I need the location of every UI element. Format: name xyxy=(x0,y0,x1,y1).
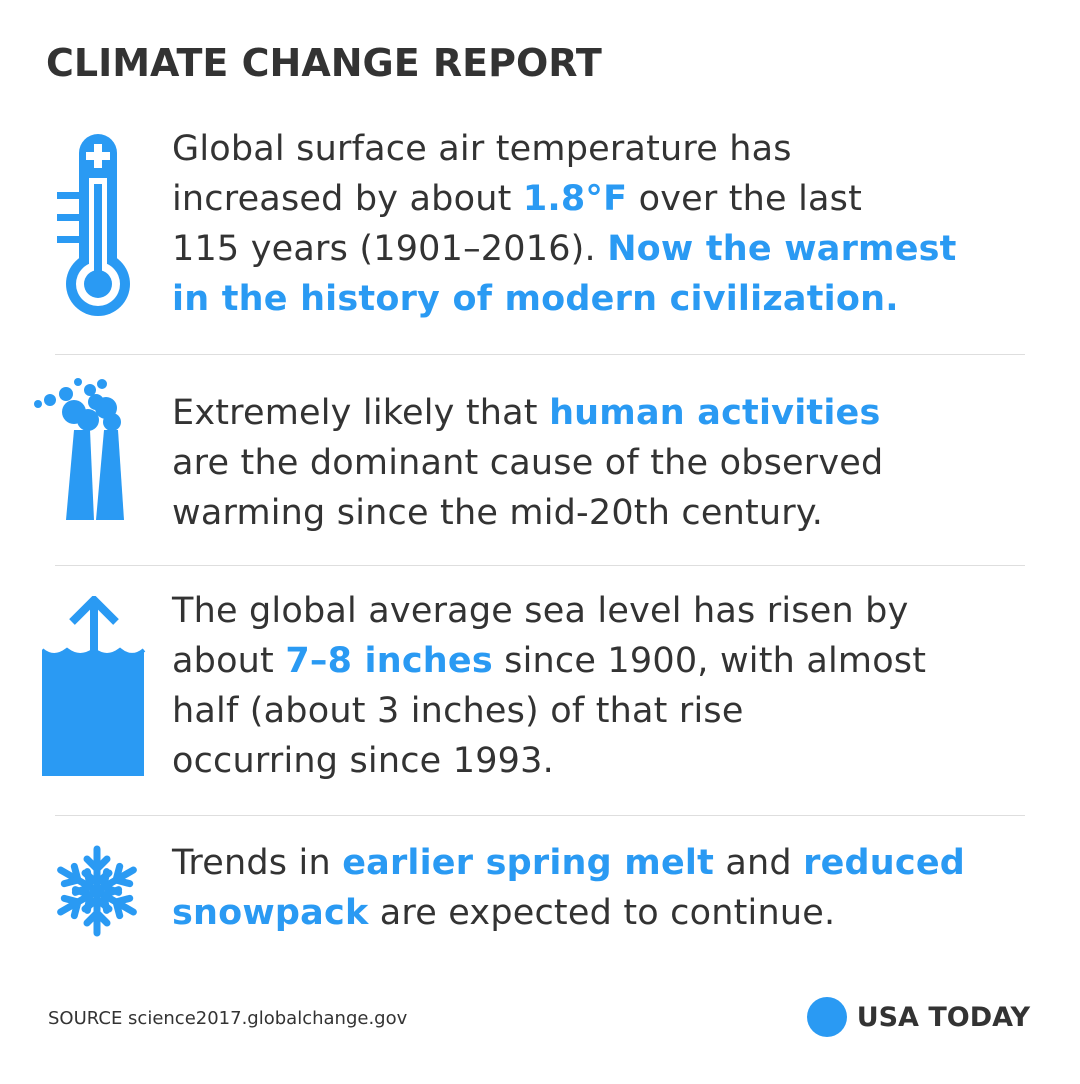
body-text: Extremely likely that xyxy=(172,393,550,433)
finding-text: The global average sea level has risen b… xyxy=(172,586,1052,786)
text-line: about 7–8 inches since 1900, with almost xyxy=(172,636,1052,686)
highlight-text: in the history of modern civilization. xyxy=(172,279,899,319)
snowflake-icon xyxy=(57,845,137,937)
text-line: in the history of modern civilization. xyxy=(172,274,1052,324)
text-line: occurring since 1993. xyxy=(172,736,1052,786)
text-line: Extremely likely that human activities xyxy=(172,388,1052,438)
body-text: Global surface air temperature has xyxy=(172,129,792,169)
divider xyxy=(55,815,1025,816)
source-credit: SOURCE science2017.globalchange.gov xyxy=(48,1008,408,1029)
text-line: The global average sea level has risen b… xyxy=(172,586,1052,636)
text-line: Global surface air temperature has xyxy=(172,124,1052,174)
brand-name: USA TODAY xyxy=(856,1001,1030,1033)
finding-text: Global surface air temperature has increa… xyxy=(172,124,1052,324)
text-line: snowpack are expected to continue. xyxy=(172,888,1052,938)
text-line: warming since the mid-20th century. xyxy=(172,488,1052,538)
highlight-text: reduced xyxy=(803,843,966,883)
smokestack-icon xyxy=(34,378,124,520)
body-text: about xyxy=(172,641,286,681)
sea-level-rise-icon xyxy=(42,596,146,776)
highlight-text: Now the warmest xyxy=(607,229,957,269)
brand-logo: USA TODAY xyxy=(806,996,1030,1038)
body-text: Trends in xyxy=(172,843,343,883)
body-text: The global average sea level has risen b… xyxy=(172,591,909,631)
body-text: and xyxy=(714,843,804,883)
finding-text: Trends in earlier spring melt and reduce… xyxy=(172,838,1052,938)
body-text: 115 years (1901–2016). xyxy=(172,229,608,269)
body-text: are expected to continue. xyxy=(368,893,836,933)
highlight-text: 7–8 inches xyxy=(285,641,493,681)
thermometer-icon xyxy=(57,134,130,316)
highlight-text: human activities xyxy=(549,393,881,433)
highlight-text: earlier spring melt xyxy=(342,843,715,883)
highlight-text: snowpack xyxy=(172,893,369,933)
body-text: half (about 3 inches) of that rise xyxy=(172,691,744,731)
highlight-text: 1.8°F xyxy=(522,179,628,219)
finding-text: Extremely likely that human activities ar… xyxy=(172,388,1052,538)
body-text: occurring since 1993. xyxy=(172,741,554,781)
body-text: warming since the mid-20th century. xyxy=(172,493,824,533)
divider xyxy=(55,354,1025,355)
text-line: 115 years (1901–2016). Now the warmest xyxy=(172,224,1052,274)
brand-dot-icon xyxy=(806,997,847,1037)
divider xyxy=(55,565,1025,566)
body-text: increased by about xyxy=(172,179,523,219)
text-line: increased by about 1.8°F over the last xyxy=(172,174,1052,224)
text-line: Trends in earlier spring melt and reduce… xyxy=(172,838,1052,888)
text-line: half (about 3 inches) of that rise xyxy=(172,686,1052,736)
text-line: are the dominant cause of the observed xyxy=(172,438,1052,488)
body-text: over the last xyxy=(627,179,863,219)
page-title: CLIMATE CHANGE REPORT xyxy=(46,41,602,85)
body-text: since 1900, with almost xyxy=(492,641,927,681)
body-text: are the dominant cause of the observed xyxy=(172,443,884,483)
